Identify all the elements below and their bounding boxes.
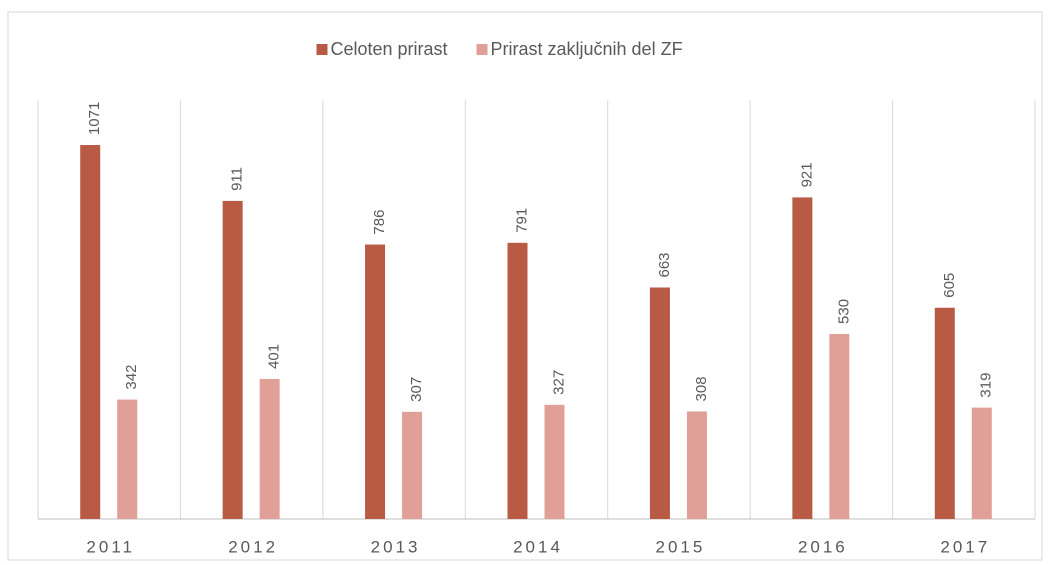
data-label: 911 xyxy=(229,167,246,191)
data-label: 605 xyxy=(941,273,958,298)
data-label: 786 xyxy=(371,210,388,235)
data-label: 1071 xyxy=(86,102,103,135)
bar xyxy=(971,407,992,519)
x-tick-label: 2014 xyxy=(513,537,563,556)
bar xyxy=(649,287,670,519)
data-label: 327 xyxy=(550,370,567,395)
bar xyxy=(80,145,101,520)
legend-swatch xyxy=(476,44,488,55)
x-tick-label: 2016 xyxy=(798,537,848,556)
legend-label: Celoten prirast xyxy=(331,39,448,59)
data-label: 401 xyxy=(266,344,283,369)
bar xyxy=(544,404,565,519)
bar xyxy=(402,411,423,519)
legend-swatch xyxy=(316,44,328,55)
data-label: 921 xyxy=(798,162,815,187)
data-label: 308 xyxy=(693,376,710,401)
bar xyxy=(792,197,813,520)
bar xyxy=(259,378,280,519)
data-label: 530 xyxy=(835,299,852,324)
data-label: 663 xyxy=(656,252,673,277)
x-tick-label: 2017 xyxy=(940,537,990,556)
bar xyxy=(365,244,386,519)
x-tick-label: 2011 xyxy=(86,537,135,556)
bar xyxy=(507,242,528,519)
bar xyxy=(934,307,955,519)
bar xyxy=(222,200,243,519)
bar xyxy=(117,399,138,519)
data-label: 342 xyxy=(123,365,140,390)
data-label: 319 xyxy=(978,373,995,398)
data-label: 307 xyxy=(408,377,425,402)
x-tick-label: 2015 xyxy=(656,537,706,556)
data-label: 791 xyxy=(513,208,530,233)
bar xyxy=(829,333,850,519)
bar xyxy=(686,411,707,519)
legend-label: Prirast zaključnih del ZF xyxy=(491,39,683,59)
x-tick-label: 2013 xyxy=(371,537,421,556)
x-tick-label: 2012 xyxy=(228,537,278,556)
